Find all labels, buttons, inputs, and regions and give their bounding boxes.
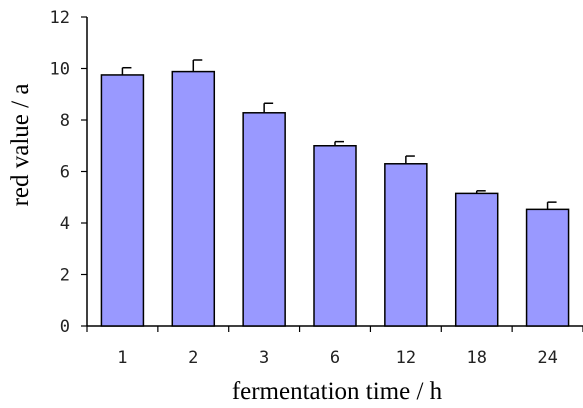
y-tick-label: 12 (50, 8, 70, 28)
bar (100, 74, 145, 327)
y-tick-label: 2 (60, 266, 70, 286)
x-tick-label: 1 (117, 348, 127, 368)
bar (454, 192, 499, 327)
y-tick-label: 6 (60, 163, 70, 183)
x-tick-label: 6 (330, 348, 340, 368)
error-bars (121, 59, 557, 210)
x-tick-label: 18 (466, 348, 486, 368)
x-tick-label: 2 (188, 348, 198, 368)
y-ticks: 0 2 4 6 8 10 12 (50, 8, 87, 337)
y-tick-label: 4 (60, 214, 70, 234)
bar (525, 208, 570, 327)
bar (171, 70, 216, 327)
y-tick-label: 10 (50, 60, 70, 80)
bar (242, 112, 286, 327)
x-ticks: 1 2 3 6 12 18 24 (86, 326, 583, 368)
y-tick-label: 0 (60, 317, 70, 337)
x-tick-label: 12 (396, 348, 416, 368)
y-tick-label: 8 (60, 111, 70, 131)
bar (313, 145, 357, 327)
bar (384, 163, 428, 327)
x-axis-title: fermentation time / h (232, 378, 443, 405)
x-tick-label: 3 (259, 348, 269, 368)
x-tick-label: 24 (537, 348, 557, 368)
bars (100, 70, 570, 327)
y-axis-title: red value / a (7, 84, 34, 207)
